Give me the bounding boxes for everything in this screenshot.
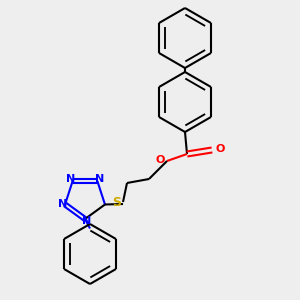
Text: O: O xyxy=(155,155,165,165)
Text: N: N xyxy=(94,174,104,184)
Text: N: N xyxy=(66,174,76,184)
Text: S: S xyxy=(112,196,122,209)
Text: O: O xyxy=(215,144,225,154)
Text: N: N xyxy=(58,200,67,209)
Text: N: N xyxy=(82,216,91,226)
